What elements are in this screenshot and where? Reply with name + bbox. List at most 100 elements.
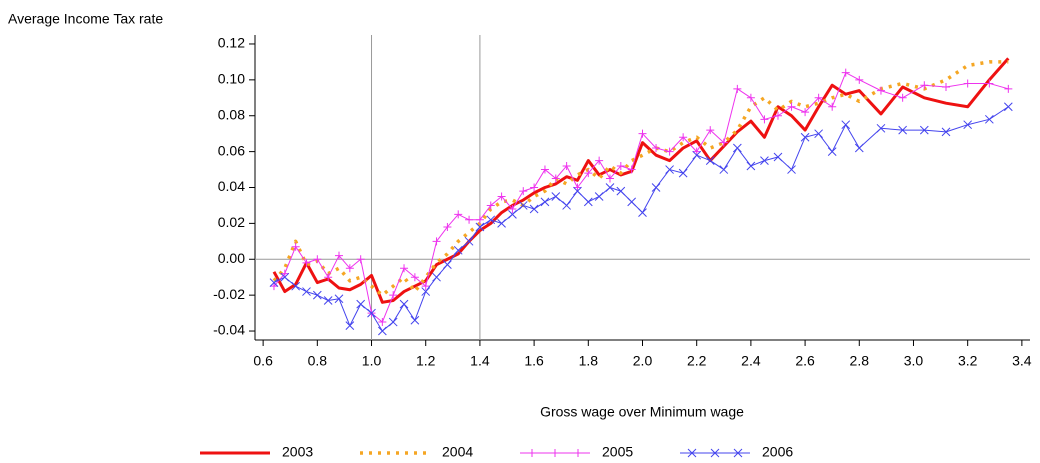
marker <box>421 287 431 296</box>
marker <box>801 108 810 117</box>
marker <box>651 183 661 192</box>
legend-label: 2006 <box>762 444 793 460</box>
marker <box>963 120 973 130</box>
marker <box>410 315 420 325</box>
marker <box>313 255 322 264</box>
marker <box>627 197 637 207</box>
marker <box>519 187 528 196</box>
x-tick-label: 0.6 <box>253 353 273 369</box>
marker <box>828 102 837 111</box>
marker <box>432 237 441 246</box>
marker <box>746 161 756 171</box>
marker <box>497 219 506 228</box>
marker <box>594 192 604 201</box>
x-tick-label: 2.0 <box>633 353 653 369</box>
marker <box>389 291 398 300</box>
x-tick-label: 1.6 <box>524 353 544 369</box>
marker <box>733 448 743 458</box>
marker <box>920 81 929 90</box>
marker <box>345 264 354 273</box>
x-tick-label: 1.4 <box>470 353 490 369</box>
marker <box>746 93 755 102</box>
marker <box>302 258 311 267</box>
marker <box>562 161 571 170</box>
marker <box>443 260 452 270</box>
marker <box>941 83 950 92</box>
x-tick-label: 3.2 <box>958 353 978 369</box>
marker <box>692 147 701 156</box>
marker <box>665 165 674 174</box>
marker <box>378 318 387 327</box>
series-line <box>273 72 1009 323</box>
marker <box>605 174 614 183</box>
x-tick-label: 2.2 <box>687 353 707 369</box>
marker <box>335 251 344 260</box>
series-line <box>272 60 1009 297</box>
marker <box>595 156 604 165</box>
marker <box>814 93 823 102</box>
marker <box>323 296 333 305</box>
marker <box>388 317 398 327</box>
marker <box>540 165 549 174</box>
marker <box>1004 84 1013 93</box>
marker <box>854 143 864 153</box>
y-tick-label: 0.02 <box>218 214 245 230</box>
legend-label: 2005 <box>602 444 633 460</box>
marker <box>453 245 463 255</box>
marker <box>855 75 864 84</box>
marker <box>324 273 333 282</box>
y-tick-label: 0.08 <box>218 106 245 122</box>
marker <box>814 129 823 139</box>
marker <box>705 156 715 165</box>
marker <box>432 272 441 282</box>
marker <box>454 210 463 219</box>
marker <box>773 152 783 162</box>
y-tick-label: 0.04 <box>218 178 245 194</box>
marker <box>574 449 582 457</box>
legend-label: 2003 <box>282 444 313 460</box>
marker <box>800 132 810 142</box>
marker <box>399 299 409 309</box>
marker <box>356 255 365 264</box>
y-tick-label: 0.10 <box>218 71 245 87</box>
marker <box>528 449 536 457</box>
marker <box>465 215 474 224</box>
marker <box>963 79 972 88</box>
marker <box>841 68 850 77</box>
marker <box>898 93 907 102</box>
marker <box>530 183 539 192</box>
marker <box>678 168 688 178</box>
marker <box>652 144 661 153</box>
marker <box>760 115 769 124</box>
marker <box>710 448 720 458</box>
marker <box>573 186 582 196</box>
marker <box>269 282 278 291</box>
marker <box>551 174 560 183</box>
marker <box>841 120 851 130</box>
marker <box>334 294 344 304</box>
marker <box>312 290 322 300</box>
marker <box>291 242 300 251</box>
x-tick-label: 2.6 <box>795 353 815 369</box>
marker <box>464 236 474 246</box>
y-tick-label: 0.06 <box>218 142 245 158</box>
marker <box>876 123 886 133</box>
y-tick-label: -0.04 <box>213 322 245 338</box>
marker <box>687 448 697 458</box>
marker <box>1003 102 1013 112</box>
marker <box>638 208 647 217</box>
marker <box>732 143 742 153</box>
marker <box>692 150 702 160</box>
marker <box>508 205 517 214</box>
series-line <box>273 106 1009 332</box>
marker <box>573 183 582 192</box>
marker <box>605 183 615 192</box>
marker <box>679 133 688 142</box>
marker <box>475 215 484 224</box>
marker <box>269 278 279 287</box>
x-tick-label: 2.8 <box>850 353 870 369</box>
marker <box>827 147 837 156</box>
marker <box>584 169 593 178</box>
marker <box>898 125 907 135</box>
